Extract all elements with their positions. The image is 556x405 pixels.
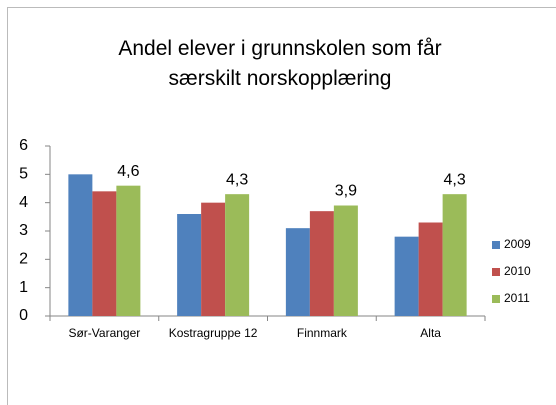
bar — [394, 236, 419, 316]
x-tick-label: Finnmark — [297, 326, 348, 340]
data-label: 3,9 — [335, 183, 357, 200]
y-tick-label: 5 — [19, 166, 28, 183]
data-label: 4,3 — [444, 171, 466, 188]
y-tick-label: 1 — [19, 279, 28, 296]
chart-frame — [7, 7, 556, 405]
y-tick-label: 3 — [19, 222, 28, 239]
y-tick-label: 6 — [19, 137, 28, 154]
bar — [285, 228, 310, 316]
bar — [92, 191, 117, 316]
data-label: 4,6 — [117, 163, 139, 180]
bar — [68, 174, 93, 316]
y-tick-label: 4 — [19, 194, 28, 211]
bar — [309, 211, 334, 316]
data-label: 4,3 — [226, 171, 248, 188]
legend-label: 2011 — [504, 291, 530, 305]
bar — [418, 222, 443, 316]
x-tick-label: Sør-Varanger — [68, 326, 140, 340]
bar — [333, 205, 358, 316]
y-tick-label: 2 — [19, 251, 28, 268]
legend-swatch — [492, 295, 500, 303]
y-tick-label: 0 — [19, 307, 28, 324]
x-tick-label: Alta — [420, 326, 441, 340]
bar — [201, 202, 226, 316]
x-tick-label: Kostragruppe 12 — [169, 326, 258, 340]
bar — [225, 194, 250, 316]
bar — [442, 194, 467, 316]
legend-swatch — [492, 241, 500, 249]
chart-title: Andel elever i grunnskolen som får særsk… — [118, 37, 442, 90]
legend-label: 2009 — [504, 237, 531, 251]
legend-swatch — [492, 268, 500, 276]
bar — [116, 185, 141, 316]
legend-label: 2010 — [504, 264, 531, 278]
bar — [177, 214, 202, 316]
